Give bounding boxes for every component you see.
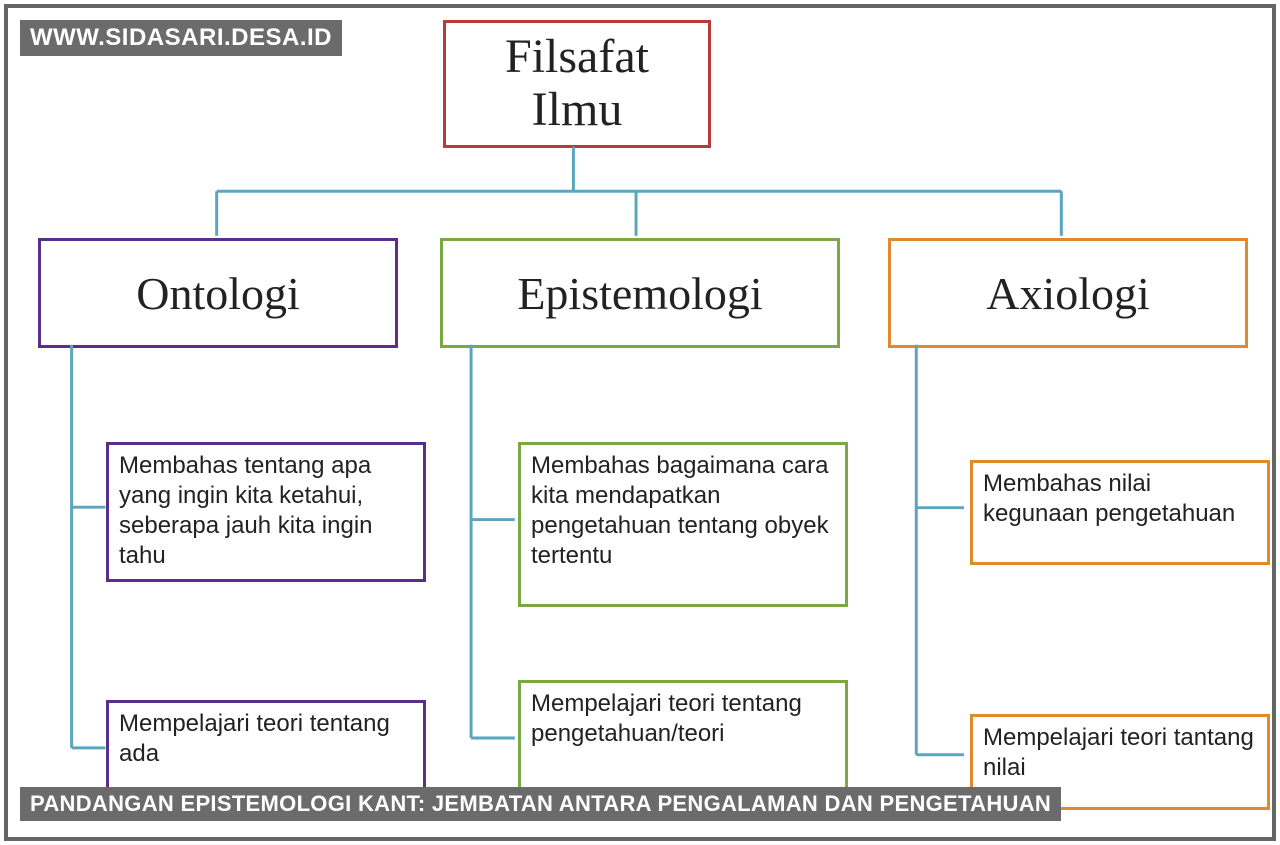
branch-axiologi: Axiologi bbox=[888, 238, 1248, 348]
branch-epistemologi: Epistemologi bbox=[440, 238, 840, 348]
watermark-bottom: PANDANGAN EPISTEMOLOGI KANT: JEMBATAN AN… bbox=[20, 787, 1061, 821]
watermark-top: WWW.SIDASARI.DESA.ID bbox=[20, 20, 342, 56]
root-node: FilsafatIlmu bbox=[443, 20, 711, 148]
branch-ontologi: Ontologi bbox=[38, 238, 398, 348]
leaf-axiologi-0: Membahas nilai kegunaan pengetahuan bbox=[970, 460, 1270, 565]
diagram-frame: WWW.SIDASARI.DESA.ID FilsafatIlmu Ontolo… bbox=[4, 4, 1276, 841]
leaf-epistemologi-0: Membahas bagaimana cara kita mendapatkan… bbox=[518, 442, 848, 607]
leaf-ontologi-0: Membahas tentang apa yang ingin kita ket… bbox=[106, 442, 426, 582]
